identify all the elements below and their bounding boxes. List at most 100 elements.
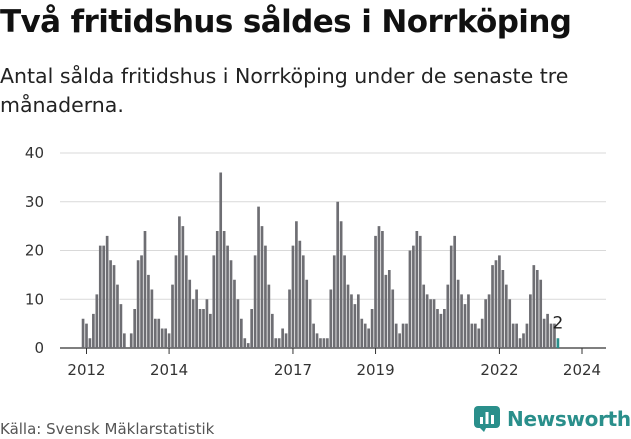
bar — [215, 231, 219, 348]
bar — [501, 270, 505, 348]
bar — [332, 255, 336, 349]
axes: 0 10 20 30 40 2 2012 2014 2017 2019 2022 2024 — [25, 144, 601, 379]
bar — [412, 245, 415, 349]
bars — [81, 172, 560, 349]
bar — [329, 289, 333, 348]
bar — [253, 255, 257, 349]
bar — [487, 294, 491, 349]
bar — [129, 333, 133, 349]
bar — [546, 313, 549, 349]
bar — [408, 250, 412, 348]
bar — [381, 231, 384, 348]
bar — [116, 284, 119, 349]
y-tick-label: 20 — [25, 242, 44, 260]
bar — [171, 284, 174, 349]
bar — [160, 328, 164, 348]
bar — [415, 231, 419, 348]
bar — [143, 231, 147, 348]
bar — [233, 279, 236, 348]
bar — [308, 299, 312, 348]
bar — [229, 260, 233, 348]
bar — [219, 172, 223, 348]
bar — [133, 309, 137, 348]
bar — [522, 333, 525, 349]
bar — [508, 299, 512, 348]
bar — [246, 343, 250, 349]
x-tick-label: 2017 — [274, 361, 312, 379]
bar — [267, 284, 271, 349]
bar — [443, 309, 446, 348]
bar — [167, 333, 171, 349]
bar — [81, 318, 85, 348]
bar — [425, 294, 429, 349]
bar — [288, 289, 291, 348]
bar — [257, 206, 260, 349]
bar — [515, 323, 518, 349]
bar — [405, 323, 408, 349]
bar — [504, 284, 508, 349]
bar — [260, 226, 264, 349]
bar — [136, 260, 140, 348]
y-tick-label: 40 — [25, 144, 44, 162]
bar — [549, 323, 553, 349]
bar — [470, 323, 474, 349]
highlight-bar — [556, 338, 560, 348]
bar — [484, 299, 487, 348]
bar — [391, 289, 395, 348]
bar — [109, 260, 112, 348]
bar — [157, 318, 161, 348]
bar — [535, 270, 539, 348]
bar — [542, 318, 546, 348]
x-tick-label: 2012 — [67, 361, 105, 379]
bar — [270, 313, 274, 349]
y-tick-label: 30 — [25, 193, 44, 211]
bar — [140, 255, 143, 349]
bar — [367, 328, 370, 348]
bar — [298, 240, 302, 348]
bar — [191, 299, 195, 348]
bar — [98, 245, 102, 349]
bar — [305, 279, 309, 348]
bar — [209, 313, 212, 349]
bar — [102, 245, 106, 349]
bar-chart: 0 10 20 30 40 2 2012 2014 2017 2019 2022 2024 — [25, 144, 606, 379]
bar — [240, 318, 243, 348]
bar — [429, 299, 432, 348]
bar — [315, 333, 319, 349]
bar — [477, 328, 481, 348]
bar — [529, 294, 532, 349]
bar — [394, 323, 398, 349]
bar — [88, 338, 92, 348]
bar — [291, 245, 295, 349]
bar — [432, 299, 436, 348]
bar — [377, 226, 381, 349]
bar — [198, 309, 202, 348]
bar — [112, 265, 116, 349]
y-tick-label: 10 — [25, 290, 44, 308]
bar — [498, 255, 501, 349]
bar — [473, 323, 477, 349]
bar — [384, 274, 388, 349]
bar — [212, 255, 216, 349]
bar — [226, 245, 229, 349]
bar — [525, 323, 529, 349]
bar — [353, 304, 357, 349]
x-tick-label: 2022 — [480, 361, 518, 379]
brand-logo[interactable]: Newsworthy — [474, 406, 631, 432]
bar — [153, 318, 157, 348]
bar — [174, 255, 178, 349]
bar — [188, 279, 192, 348]
bar — [418, 235, 422, 349]
bar — [319, 338, 322, 348]
bar — [539, 279, 543, 348]
bar — [387, 270, 391, 348]
bar-chart-logo-icon — [474, 406, 500, 432]
bar — [184, 255, 188, 349]
bar — [436, 309, 439, 348]
bar — [92, 313, 95, 349]
bar — [398, 333, 401, 349]
bar — [274, 338, 278, 348]
bar — [222, 231, 226, 348]
bar — [312, 323, 315, 349]
bar — [449, 245, 453, 349]
